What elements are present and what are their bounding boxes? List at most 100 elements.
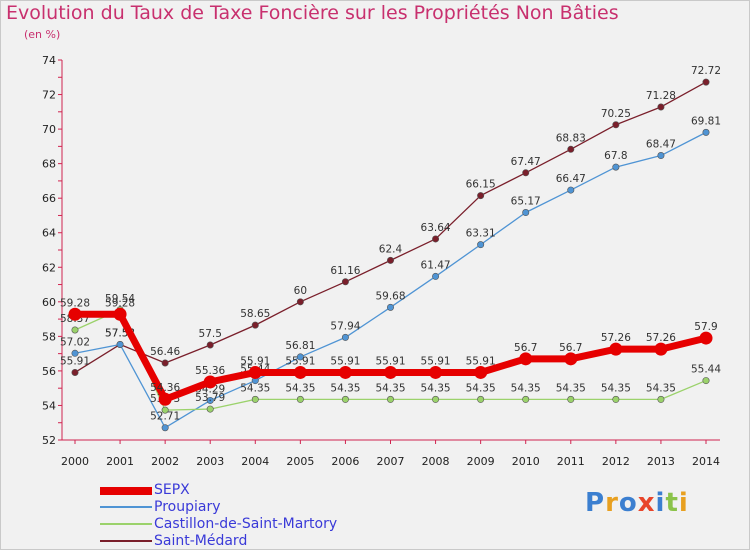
y-tick-label: 68 — [42, 158, 56, 171]
data-point-proupiary — [432, 272, 440, 280]
data-point-saint-medard — [386, 256, 394, 264]
x-tick-label: 2014 — [692, 455, 720, 468]
data-label-sepx: 57.9 — [694, 321, 717, 333]
data-point-proupiary — [161, 424, 169, 432]
data-label-saint-medard: 67.47 — [511, 156, 541, 168]
data-label-saint-medard: 68.83 — [556, 132, 586, 144]
data-point-sepx — [654, 342, 668, 356]
y-tick-label: 54 — [42, 399, 56, 412]
data-point-proupiary — [702, 128, 710, 136]
data-point-sepx — [248, 365, 262, 379]
data-label-castillon-de-saint-martory: 54.35 — [556, 382, 586, 394]
x-tick-label: 2000 — [61, 455, 89, 468]
y-tick-label: 64 — [42, 227, 56, 240]
chart-title: Evolution du Taux de Taxe Foncière sur l… — [6, 2, 619, 24]
data-label-saint-medard: 62.4 — [379, 243, 403, 255]
y-tick-label: 74 — [42, 54, 56, 67]
data-label-saint-medard: 61.16 — [330, 265, 360, 277]
data-label-proupiary: 66.47 — [556, 173, 586, 185]
data-point-saint-medard — [477, 192, 485, 200]
data-label-sepx: 57.26 — [646, 332, 676, 344]
series-line-saint-medard — [74, 81, 707, 374]
x-tick-label: 2013 — [647, 455, 675, 468]
data-point-sepx — [158, 392, 172, 406]
data-label-saint-medard: 58.65 — [240, 308, 270, 320]
data-point-saint-medard — [657, 103, 665, 111]
y-tick-label: 52 — [42, 434, 56, 447]
data-point-sepx — [68, 307, 82, 321]
legend-swatch-sepx — [100, 487, 152, 495]
legend-label-proupiary: Proupiary — [154, 499, 221, 515]
data-point-sepx — [429, 365, 443, 379]
data-label-proupiary: 68.47 — [646, 139, 676, 151]
y-tick-label: 70 — [42, 123, 56, 136]
data-label-sepx: 55.91 — [240, 355, 270, 367]
data-point-proupiary — [341, 333, 349, 341]
data-label-sepx: 55.36 — [195, 365, 225, 377]
data-point-sepx — [384, 365, 397, 379]
data-label-sepx: 55.91 — [466, 355, 496, 367]
data-point-saint-medard — [296, 298, 304, 306]
data-label-castillon-de-saint-martory: 54.35 — [601, 382, 631, 394]
data-point-castillon-de-saint-martory — [432, 395, 440, 403]
data-point-sepx — [609, 342, 623, 356]
data-label-castillon-de-saint-martory: 54.35 — [511, 382, 541, 394]
data-label-proupiary: 59.68 — [375, 290, 405, 302]
data-point-saint-medard — [702, 78, 710, 86]
data-label-saint-medard: 56.46 — [150, 346, 180, 358]
y-tick-label: 60 — [42, 296, 56, 309]
y-tick-label: 56 — [42, 365, 56, 378]
data-point-castillon-de-saint-martory — [71, 326, 79, 334]
data-point-proupiary — [477, 241, 485, 249]
data-label-sepx: 56.7 — [514, 342, 537, 354]
x-tick-label: 2009 — [467, 455, 495, 468]
legend-swatch-saint-medard — [100, 540, 152, 542]
y-tick-label: 66 — [42, 192, 56, 205]
data-point-sepx — [338, 365, 352, 379]
data-label-castillon-de-saint-martory: 55.44 — [691, 364, 721, 376]
data-point-proupiary — [71, 349, 79, 357]
data-point-saint-medard — [206, 341, 214, 349]
legend-label-saint-medard: Saint-Médard — [154, 533, 248, 549]
legend-swatch-proupiary — [100, 506, 152, 508]
x-tick-label: 2001 — [106, 455, 134, 468]
data-point-castillon-de-saint-martory — [612, 395, 620, 403]
data-label-proupiary: 67.8 — [604, 150, 627, 162]
data-label-sepx: 55.91 — [421, 355, 451, 367]
legend-label-sepx: SEPX — [154, 482, 190, 498]
data-point-castillon-de-saint-martory — [296, 395, 304, 403]
data-label-proupiary: 61.47 — [421, 259, 451, 271]
data-point-sepx — [699, 331, 713, 345]
data-label-castillon-de-saint-martory: 54.35 — [421, 382, 451, 394]
data-point-sepx — [564, 352, 578, 366]
data-point-castillon-de-saint-martory — [522, 395, 530, 403]
data-label-sepx: 55.91 — [375, 355, 405, 367]
data-label-proupiary: 56.81 — [285, 340, 315, 352]
data-point-sepx — [293, 365, 307, 379]
x-tick-label: 2007 — [377, 455, 405, 468]
x-tick-label: 2011 — [557, 455, 585, 468]
data-point-castillon-de-saint-martory — [206, 405, 214, 413]
data-label-saint-medard: 57.5 — [199, 328, 222, 340]
legend-swatch-castillon — [100, 523, 152, 525]
data-point-saint-medard — [71, 368, 79, 376]
x-tick-label: 2010 — [512, 455, 540, 468]
data-point-saint-medard — [612, 121, 620, 129]
data-point-proupiary — [206, 396, 214, 404]
data-point-sepx — [474, 365, 488, 379]
x-tick-label: 2003 — [196, 455, 224, 468]
x-tick-label: 2004 — [241, 455, 269, 468]
data-label-castillon-de-saint-martory: 54.35 — [375, 382, 405, 394]
data-label-proupiary: 52.71 — [150, 411, 180, 423]
data-label-castillon-de-saint-martory: 54.35 — [285, 382, 315, 394]
data-point-proupiary — [386, 303, 394, 311]
y-tick-label: 62 — [42, 261, 56, 274]
x-tick-label: 2008 — [422, 455, 450, 468]
data-point-castillon-de-saint-martory — [341, 395, 349, 403]
data-point-proupiary — [567, 186, 575, 194]
data-point-castillon-de-saint-martory — [567, 395, 575, 403]
data-label-proupiary: 57.02 — [60, 336, 90, 348]
y-tick-label: 72 — [42, 89, 56, 102]
line-chart: 52 54 56 58 60 62 64 66 68 70 72 74 2000 2001 2002 2003… — [42, 54, 721, 468]
data-point-castillon-de-saint-martory — [477, 395, 485, 403]
